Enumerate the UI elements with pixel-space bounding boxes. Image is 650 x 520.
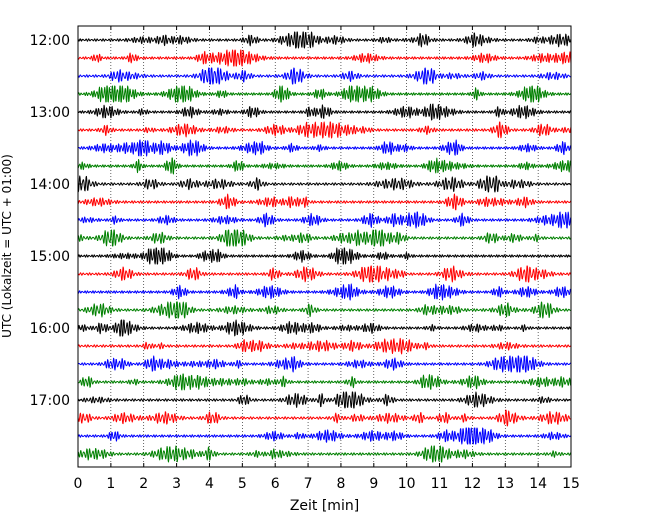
x-tick-label: 9	[369, 476, 378, 492]
x-tick-label: 8	[336, 476, 345, 492]
trace-line	[77, 193, 572, 211]
x-axis-label: Zeit [min]	[290, 498, 359, 514]
x-tick-label: 1	[106, 476, 115, 492]
y-axis-ticks: 12:00 13:00 14:00 15:00 16:00 17:00	[30, 33, 571, 409]
x-tick-label: 4	[205, 476, 214, 492]
trace-line	[77, 337, 572, 355]
x-tick-label: 6	[271, 476, 280, 492]
x-tick-label: 12	[463, 476, 481, 492]
trace-line	[77, 391, 572, 409]
trace-line	[77, 265, 572, 283]
trace-line	[77, 103, 572, 121]
y-tick-label: 13:00	[30, 105, 70, 121]
x-tick-label: 2	[139, 476, 148, 492]
x-tick-label: 15	[562, 476, 580, 492]
x-axis-ticks: 0 1 2 3 4 5 6 7 8 9 10 11 12 13 14 15	[74, 26, 580, 492]
trace-line	[77, 67, 572, 85]
trace-line	[77, 31, 572, 49]
trace-line	[77, 49, 572, 67]
y-tick-label: 16:00	[30, 321, 70, 337]
y-tick-label: 14:00	[30, 177, 70, 193]
x-tick-label: 0	[74, 476, 83, 492]
trace-line	[77, 373, 572, 391]
x-tick-label: 5	[238, 476, 247, 492]
y-axis-label: UTC (Lokalzeit = UTC + 01:00)	[0, 154, 14, 338]
y-tick-label: 12:00	[30, 33, 70, 49]
trace-line	[77, 427, 572, 445]
trace-line	[77, 409, 572, 427]
trace-line	[77, 283, 572, 301]
x-tick-label: 13	[496, 476, 514, 492]
y-tick-label: 15:00	[30, 249, 70, 265]
plot-area	[78, 26, 571, 467]
x-tick-label: 3	[172, 476, 181, 492]
trace-group	[77, 31, 572, 463]
trace-line	[77, 319, 572, 337]
x-tick-label: 7	[304, 476, 313, 492]
x-tick-label: 14	[529, 476, 547, 492]
trace-line	[77, 445, 572, 463]
trace-line	[77, 139, 572, 157]
x-tick-label: 10	[398, 476, 416, 492]
trace-line	[77, 157, 572, 175]
trace-line	[77, 121, 572, 139]
trace-line	[77, 211, 572, 229]
trace-line	[77, 175, 572, 193]
plot-frame	[77, 25, 572, 468]
y-tick-label: 17:00	[30, 393, 70, 409]
trace-line	[77, 301, 572, 319]
trace-line	[77, 229, 572, 247]
trace-line	[77, 85, 572, 103]
trace-line	[77, 247, 572, 265]
x-tick-label: 11	[431, 476, 449, 492]
trace-line	[77, 355, 572, 373]
